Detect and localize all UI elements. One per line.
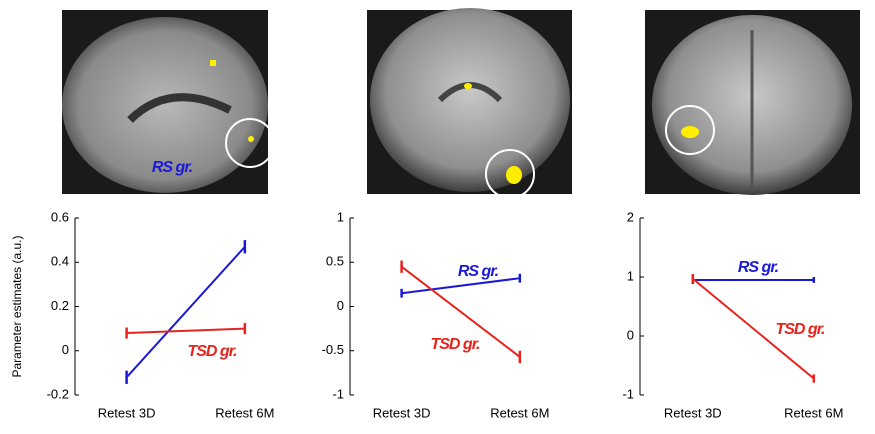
y-tick-label: 0.6 [51, 209, 69, 224]
series-label: TSD gr. [187, 343, 237, 360]
series-label: RS gr. [458, 263, 499, 280]
y-tick-label: 1 [627, 268, 634, 283]
y-axis-label: Parameter estimates (a.u.) [10, 235, 24, 377]
series-label: RS gr. [152, 159, 193, 176]
series-line [127, 329, 245, 333]
y-tick-label: 0 [62, 342, 69, 357]
brain-image-axial [645, 10, 860, 195]
y-tick-label: 2 [627, 209, 634, 224]
brain-image-coronal [367, 8, 572, 198]
x-tick-label: Retest 3D [98, 405, 156, 420]
y-tick-label: 0.5 [326, 254, 344, 269]
x-tick-label: Retest 6M [784, 405, 843, 420]
series-label: TSD gr. [775, 321, 825, 338]
x-tick-label: Retest 3D [664, 405, 722, 420]
y-tick-label: 0 [627, 327, 634, 342]
y-tick-label: -0.5 [322, 342, 344, 357]
x-tick-label: Retest 6M [215, 405, 274, 420]
series-label: RS gr. [738, 259, 779, 276]
x-tick-label: Retest 3D [373, 405, 431, 420]
y-tick-label: 0 [337, 298, 344, 313]
y-tick-label: 0.2 [51, 298, 69, 313]
y-tick-label: 0.4 [51, 254, 69, 269]
y-tick-label: 1 [337, 209, 344, 224]
series-label: TSD gr. [430, 336, 480, 353]
y-tick-label: -1 [332, 386, 344, 401]
x-tick-label: Retest 6M [490, 405, 549, 420]
figure: -0.2 0 0.2 0.4 0.6 Retest 3D Retest 6M Paramete… [0, 0, 875, 429]
y-tick-label: -1 [622, 386, 634, 401]
y-tick-label: -0.2 [47, 386, 69, 401]
